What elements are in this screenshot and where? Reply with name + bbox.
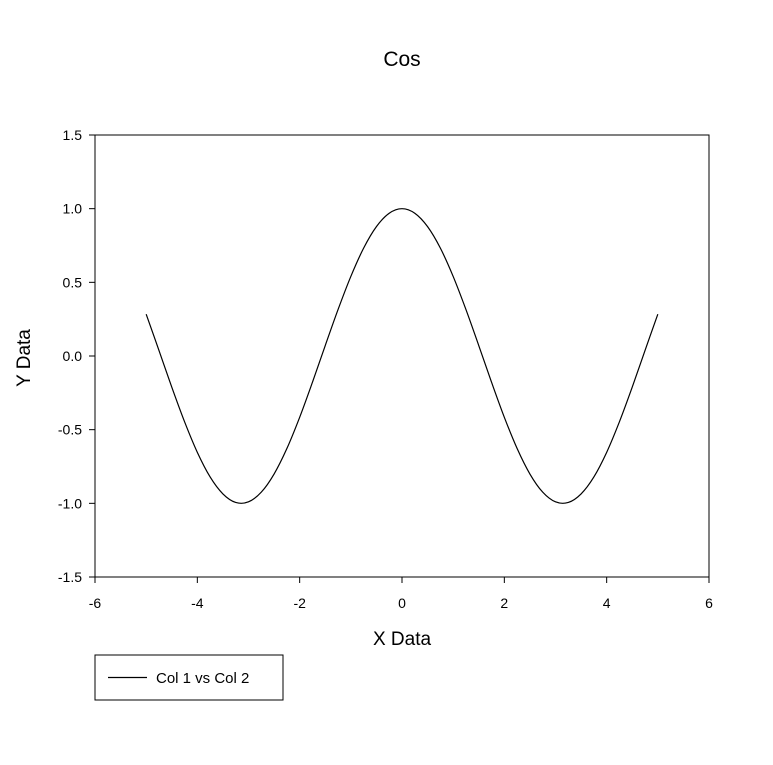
x-axis: -6 -4 -2 0 2 4 6 — [89, 577, 713, 611]
y-tick-label: -1.5 — [58, 569, 82, 585]
y-tick-label: 0.5 — [63, 274, 83, 290]
x-tick-label: -2 — [293, 595, 306, 611]
series-line — [145, 208, 659, 504]
y-tick-label: 1.0 — [63, 201, 83, 217]
y-tick-label: 1.5 — [63, 127, 83, 143]
x-tick-label: 0 — [398, 595, 406, 611]
x-axis-title: X Data — [373, 629, 432, 650]
legend: Col 1 vs Col 2 — [94, 654, 284, 701]
x-tick-label: 4 — [603, 595, 611, 611]
x-tick-label: 6 — [705, 595, 713, 611]
y-axis: -1.5 -1.0 -0.5 0.0 0.5 1.0 1.5 — [58, 127, 95, 585]
y-tick-label: -1.0 — [58, 495, 82, 511]
x-tick-label: -6 — [89, 595, 102, 611]
plot-frame — [94, 134, 710, 578]
x-tick-label: -4 — [191, 595, 204, 611]
y-tick-label: -0.5 — [58, 422, 82, 438]
legend-label: Col 1 vs Col 2 — [156, 670, 249, 687]
y-tick-label: 0.0 — [63, 348, 83, 364]
chart-title: Cos — [383, 48, 420, 71]
x-tick-label: 2 — [500, 595, 508, 611]
y-axis-title: Y Data — [14, 329, 35, 387]
